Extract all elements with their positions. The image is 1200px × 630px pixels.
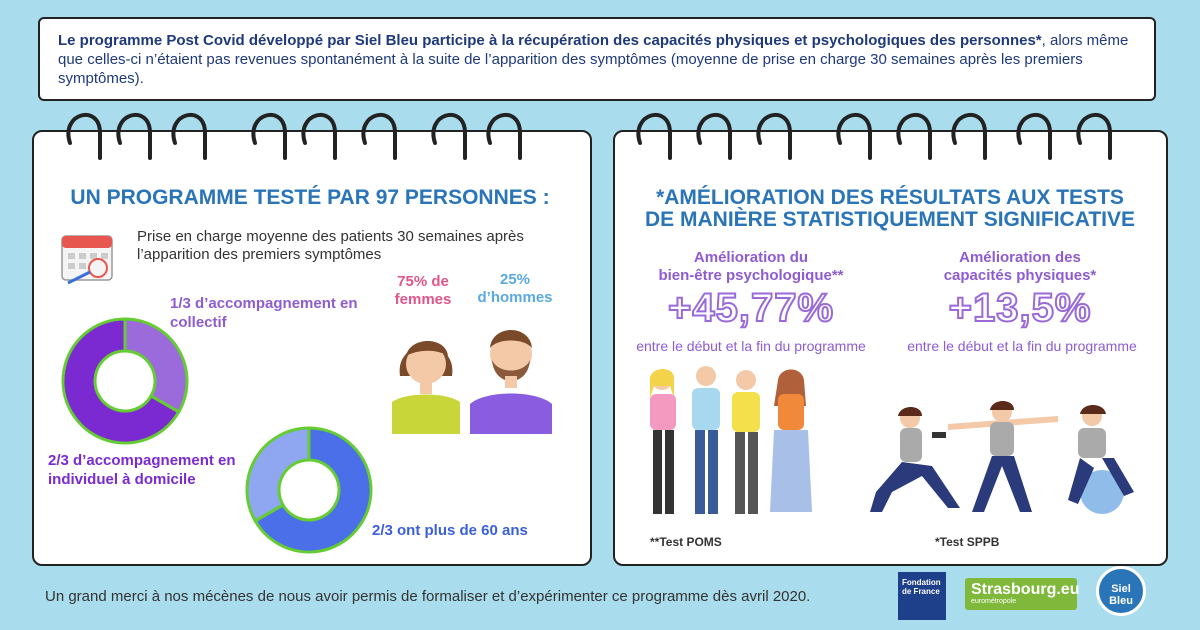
- intro-line-2: l’apparition des premiers symptômes: [137, 246, 382, 263]
- psy-label-1: Amélioration du: [693, 249, 809, 266]
- psy-value: +45,77%: [667, 285, 835, 331]
- support-donut-chart: [61, 317, 189, 445]
- strasbourg-logo-sub: eurométropole: [971, 598, 1017, 605]
- results-title-1: *AMÉLIORATION DES RÉSULTATS AUX TESTS: [656, 186, 1124, 209]
- phys-label-1: Amélioration des: [959, 249, 1081, 266]
- women-pct: 75% de: [397, 273, 449, 290]
- strasbourg-logo-text: Strasbourg.eu: [971, 581, 1080, 598]
- men-pct: 25%: [499, 271, 531, 288]
- exercise-illustration: [870, 401, 1134, 514]
- banner-text: , alors même que celles-ci n’étaient pas…: [58, 32, 1129, 87]
- psy-label-2: bien-être psychologique**: [658, 267, 844, 284]
- phys-label-2: capacités physiques*: [943, 267, 1097, 284]
- donut-slice-0: [253, 426, 373, 554]
- note-poms: **Test POMS: [650, 535, 722, 549]
- siel-bleu-logo: Siel Bleu: [1096, 566, 1146, 616]
- footer-thanks: Un grand merci à nos mécènes de nous avo…: [45, 588, 811, 605]
- phys-value: +13,5%: [948, 285, 1092, 331]
- women-label: femmes: [394, 291, 452, 308]
- banner-bold-text: Le programme Post Covid développé par Si…: [58, 32, 1042, 49]
- fondation-de-france-logo: Fondation de France: [898, 572, 946, 620]
- calendar-icon: [61, 235, 113, 285]
- note-sppb: *Test SPPB: [935, 535, 1000, 549]
- program-title: UN PROGRAMME TESTÉ PAR 97 PERSONNES :: [70, 186, 550, 209]
- donut-slice-1: [245, 426, 311, 523]
- over60-label: 2/3 ont plus de 60 ans: [372, 522, 528, 539]
- man-icon: [470, 330, 552, 434]
- collective-label: 1/3 d’accompagnement en collectif: [170, 295, 358, 331]
- results-title-2: DE MANIÈRE STATISTIQUEMENT SIGNIFICATIVE: [644, 208, 1135, 231]
- donut-slice-1: [61, 317, 181, 445]
- age-donut-chart: [245, 426, 373, 554]
- individual-label: 2/3 d’accompagnement en individuel à dom…: [48, 452, 236, 488]
- phys-between: entre le début et la fin du programme: [907, 338, 1137, 354]
- woman-icon: [392, 341, 460, 434]
- strasbourg-logo: Strasbourg.eu eurométropole: [965, 578, 1080, 610]
- psy-between: entre le début et la fin du programme: [636, 338, 866, 354]
- intro-banner: Le programme Post Covid développé par Si…: [38, 17, 1156, 101]
- intro-line-1: Prise en charge moyenne des patients 30 …: [137, 228, 524, 245]
- donut-slice-0: [123, 317, 189, 414]
- group-people-illustration: [650, 366, 812, 514]
- men-label: d’hommes: [477, 289, 553, 306]
